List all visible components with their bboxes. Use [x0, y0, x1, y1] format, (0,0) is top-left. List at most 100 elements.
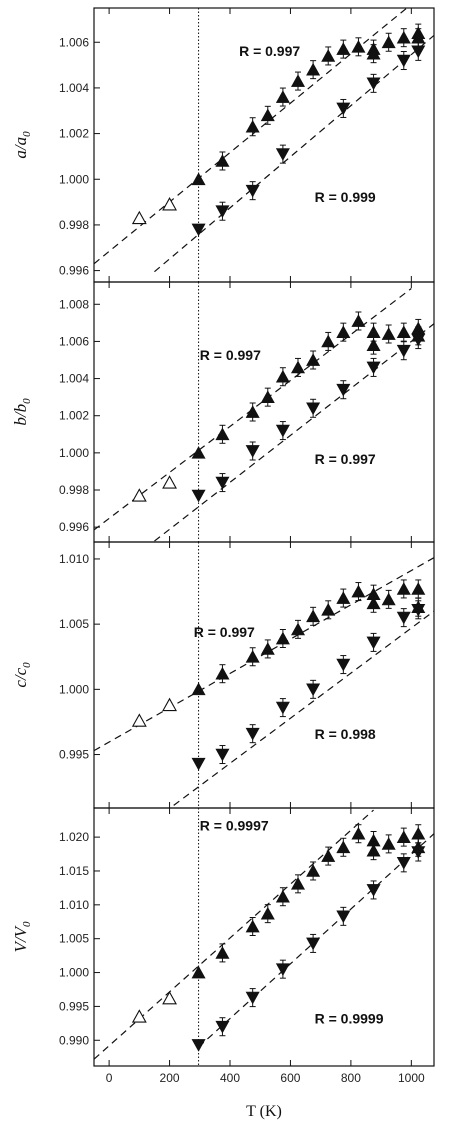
data-point-filled-triangle-up	[275, 90, 290, 103]
data-point-filled-triangle-down	[366, 636, 381, 650]
y-tick-label: 1.020	[59, 830, 89, 844]
y-axis-title: a/a0	[11, 131, 33, 159]
y-tick-label: 1.005	[59, 617, 89, 631]
data-point-filled-triangle-up	[215, 666, 230, 680]
data-point-filled-triangle-up	[275, 631, 290, 645]
data-point-filled-triangle-down	[215, 205, 230, 219]
data-point-filled-triangle-down	[245, 445, 260, 458]
x-tick-label: 400	[220, 1071, 240, 1085]
data-point-filled-triangle-down	[215, 476, 230, 490]
data-point-filled-triangle-down	[336, 383, 351, 397]
fit-r-annotation: R = 0.999	[315, 189, 376, 205]
data-point-filled-triangle-up	[351, 40, 366, 53]
fit-r-annotation: R = 0.997	[239, 43, 300, 59]
data-point-filled-triangle-down	[366, 884, 381, 897]
data-point-filled-triangle-down	[396, 611, 411, 625]
data-point-filled-triangle-down	[275, 701, 290, 715]
data-point-open-triangle-up	[131, 488, 147, 502]
data-point-filled-triangle-down	[411, 846, 426, 859]
data-point-filled-triangle-up	[260, 642, 275, 655]
data-point-filled-triangle-up	[321, 334, 336, 348]
y-tick-label: 0.995	[59, 999, 89, 1013]
data-point-filled-triangle-up	[215, 427, 230, 441]
data-point-filled-triangle-up	[290, 877, 306, 890]
y-tick-label: 1.002	[59, 127, 89, 141]
data-point-filled-triangle-down	[411, 333, 426, 347]
data-point-filled-triangle-down	[411, 603, 426, 617]
data-point-filled-triangle-down	[306, 402, 321, 416]
data-point-filled-triangle-up	[260, 108, 275, 122]
data-point-filled-triangle-up	[245, 119, 260, 133]
data-point-filled-triangle-up	[381, 592, 396, 606]
data-point-filled-triangle-up	[290, 360, 306, 374]
fit-line	[94, 288, 412, 531]
panel-4: 0.990 0.995 1.000 1.005 1.010 1.015 1.020 V/V0 0…	[11, 807, 435, 1120]
data-point-open-triangle-up	[131, 210, 147, 225]
data-point-filled-triangle-up	[306, 62, 321, 76]
data-point-filled-triangle-down	[245, 991, 260, 1005]
plot-frame	[93, 541, 435, 809]
data-point-filled-triangle-down	[336, 102, 351, 116]
data-point-filled-triangle-up	[366, 596, 381, 610]
data-point-open-triangle-up	[162, 197, 177, 211]
data-point-filled-triangle-up	[351, 826, 366, 840]
y-tick-label: 1.010	[59, 898, 89, 912]
panel-1: 0.996 0.998 1.000 1.002 1.004 1.006 a/a0 R = 0.…	[11, 7, 435, 283]
fit-line	[154, 323, 434, 542]
data-point-filled-triangle-up	[381, 837, 396, 850]
x-tick-label: 0	[106, 1071, 113, 1085]
data-point-filled-triangle-down	[411, 45, 426, 59]
data-point-filled-triangle-up	[191, 965, 206, 979]
data-point-filled-triangle-up	[351, 314, 366, 327]
data-point-filled-triangle-up	[191, 682, 206, 696]
data-point-filled-triangle-up	[336, 42, 351, 55]
data-point-filled-triangle-up	[306, 353, 321, 366]
y-tick-label: 1.008	[59, 297, 89, 311]
y-tick-label: 0.998	[59, 218, 89, 232]
data-point-open-triangle-up	[162, 475, 177, 489]
fit-r-annotation: R = 0.997	[315, 451, 376, 467]
data-point-filled-triangle-down	[336, 658, 351, 672]
data-point-open-triangle-up	[131, 713, 147, 727]
data-point-filled-triangle-up	[306, 864, 321, 877]
data-point-filled-triangle-up	[275, 369, 290, 383]
y-tick-label: 0.996	[59, 520, 89, 534]
x-axis-title: T (K)	[246, 1103, 282, 1120]
y-tick-label: 1.006	[59, 35, 89, 49]
data-point-filled-triangle-down	[306, 937, 321, 951]
fit-r-annotation: R = 0.9997	[200, 817, 269, 833]
panel-2: 0.996 0.998 1.000 1.002 1.004 1.006 1.008 b/b0 R…	[11, 281, 435, 543]
y-tick-label: 1.000	[59, 446, 89, 460]
data-point-filled-triangle-up	[321, 603, 336, 616]
y-tick-label: 0.995	[59, 748, 89, 762]
y-axis-title: c/c0	[11, 662, 33, 688]
fit-r-annotation: R = 0.997	[200, 347, 261, 363]
data-point-open-triangle-up	[131, 1009, 147, 1023]
data-point-filled-triangle-down	[396, 54, 411, 68]
data-point-filled-triangle-up	[191, 172, 206, 186]
data-point-filled-triangle-down	[191, 489, 206, 503]
data-point-filled-triangle-up	[321, 49, 336, 62]
data-point-filled-triangle-up	[366, 843, 381, 857]
y-tick-label: 0.990	[59, 1033, 89, 1047]
plot-frame	[93, 807, 435, 1067]
fit-line	[154, 34, 434, 273]
data-point-filled-triangle-up	[396, 30, 411, 44]
data-point-filled-triangle-up	[396, 830, 411, 843]
data-point-filled-triangle-up	[366, 46, 381, 60]
y-axis-title: b/b0	[11, 398, 33, 426]
data-point-filled-triangle-up	[396, 582, 411, 595]
data-point-filled-triangle-up	[215, 154, 230, 167]
y-tick-label: 1.004	[59, 81, 89, 95]
data-point-filled-triangle-up	[366, 338, 381, 351]
data-point-filled-triangle-up	[245, 649, 260, 663]
data-point-filled-triangle-up	[306, 609, 321, 623]
y-tick-label: 1.004	[59, 372, 89, 386]
data-point-filled-triangle-up	[290, 74, 306, 87]
data-point-filled-triangle-down	[191, 1039, 206, 1052]
data-point-filled-triangle-up	[290, 622, 306, 636]
data-point-filled-triangle-down	[191, 223, 206, 237]
fit-line	[169, 610, 434, 808]
fit-r-annotation: R = 0.998	[315, 726, 376, 742]
data-point-filled-triangle-up	[396, 325, 411, 338]
